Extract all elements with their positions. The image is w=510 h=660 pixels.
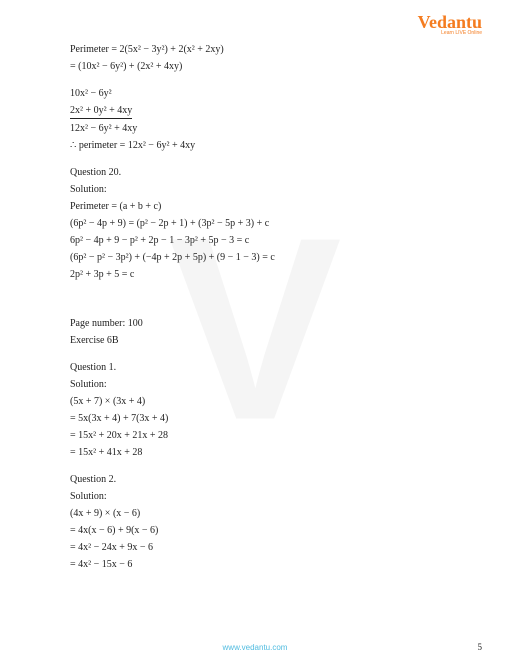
page-number: 5 bbox=[478, 642, 483, 652]
math-line: Perimeter = 2(5x² − 3y²) + 2(x² + 2xy) bbox=[70, 42, 510, 57]
exercise-label: Exercise 6B bbox=[70, 333, 510, 348]
document-content: Perimeter = 2(5x² − 3y²) + 2(x² + 2xy) =… bbox=[0, 0, 510, 572]
math-line: (5x + 7) × (3x + 4) bbox=[70, 394, 510, 409]
math-line: 6p² − 4p + 9 − p² + 2p − 1 − 3p² + 5p − … bbox=[70, 233, 510, 248]
math-line: Perimeter = (a + b + c) bbox=[70, 199, 510, 214]
math-line: (4x + 9) × (x − 6) bbox=[70, 506, 510, 521]
math-line: 10x² − 6y² bbox=[70, 86, 510, 101]
solution-label: Solution: bbox=[70, 182, 510, 197]
math-line: = 5x(3x + 4) + 7(3x + 4) bbox=[70, 411, 510, 426]
question-header: Question 20. bbox=[70, 165, 510, 180]
math-line: = 4x² − 15x − 6 bbox=[70, 557, 510, 572]
math-line: = (10x² − 6y²) + (2x² + 4xy) bbox=[70, 59, 510, 74]
math-line: 2p² + 3p + 5 = c bbox=[70, 267, 510, 282]
page-reference: Page number: 100 bbox=[70, 316, 510, 331]
math-line: (6p² − p² − 3p²) + (−4p + 2p + 5p) + (9 … bbox=[70, 250, 510, 265]
footer-url: www.vedantu.com bbox=[0, 643, 510, 652]
question-header: Question 1. bbox=[70, 360, 510, 375]
math-line: (6p² − 4p + 9) = (p² − 2p + 1) + (3p² − … bbox=[70, 216, 510, 231]
math-line: 12x² − 6y² + 4xy bbox=[70, 121, 510, 136]
solution-label: Solution: bbox=[70, 489, 510, 504]
math-line: = 15x² + 20x + 21x + 28 bbox=[70, 428, 510, 443]
math-line: 2x² + 0y² + 4xy bbox=[70, 103, 510, 119]
math-line: = 15x² + 41x + 28 bbox=[70, 445, 510, 460]
math-line: = 4x(x − 6) + 9(x − 6) bbox=[70, 523, 510, 538]
math-line: = 4x² − 24x + 9x − 6 bbox=[70, 540, 510, 555]
brand-tagline: Learn LIVE Online bbox=[441, 30, 482, 36]
solution-label: Solution: bbox=[70, 377, 510, 392]
math-line: ∴ perimeter = 12x² − 6y² + 4xy bbox=[70, 138, 510, 153]
question-header: Question 2. bbox=[70, 472, 510, 487]
